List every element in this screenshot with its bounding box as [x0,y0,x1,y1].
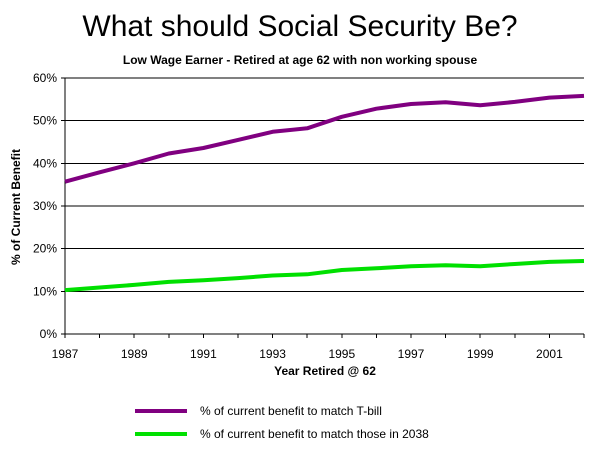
legend: % of current benefit to match T-bill % of… [135,404,429,441]
series-line [64,93,585,184]
y-axis-label: % of Current Benefit [9,149,23,265]
x-tick-labels: 1987 1989 1991 1993 1995 1997 1999 2001 [52,347,563,361]
x-tick-label: 1987 [52,347,79,361]
x-tick-label: 1997 [398,347,425,361]
y-tick-label: 30% [33,199,57,213]
x-tick-label: 1989 [121,347,148,361]
x-axis-label: Year Retired @ 62 [274,364,376,378]
y-tick-label: 10% [33,284,57,298]
series-line [64,259,585,293]
y-tick-labels: 0% 10% 20% 30% 40% 50% 60% [33,71,57,341]
series-lines [64,93,585,293]
y-tick-label: 50% [33,114,57,128]
grid-lines [65,77,584,292]
chart-title: What should Social Security Be? [82,10,517,43]
x-tick-label: 2001 [536,347,563,361]
chart-subtitle: Low Wage Earner - Retired at age 62 with… [123,53,478,67]
legend-label: % of current benefit to match those in 2… [200,427,429,441]
legend-label: % of current benefit to match T-bill [200,404,382,418]
axes [61,77,585,338]
x-tick-label: 1993 [259,347,286,361]
y-tick-label: 20% [33,242,57,256]
y-tick-label: 40% [33,156,57,170]
x-tick-label: 1999 [467,347,494,361]
y-tick-label: 0% [40,327,58,341]
x-tick-label: 1991 [190,347,217,361]
x-tick-label: 1995 [328,347,355,361]
y-tick-label: 60% [33,71,57,85]
